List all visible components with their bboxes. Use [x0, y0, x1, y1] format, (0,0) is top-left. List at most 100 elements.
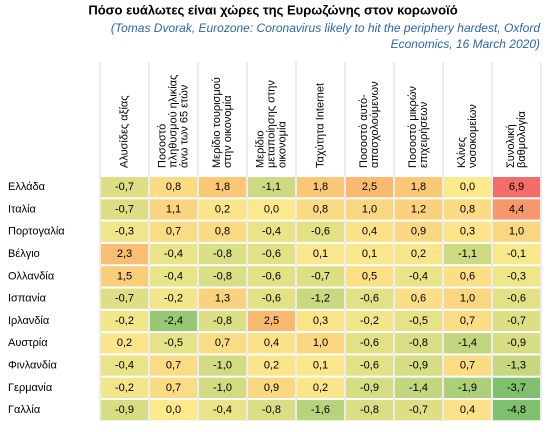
cell-label: 0,1	[313, 248, 328, 260]
cell-label: -0,7	[409, 404, 428, 416]
cell	[150, 310, 197, 332]
cell-label: -0,6	[360, 293, 379, 305]
cell-label: 0,7	[166, 226, 181, 238]
cell	[297, 333, 344, 354]
cell	[150, 288, 197, 309]
cell	[150, 355, 197, 376]
cell	[248, 199, 295, 220]
cell-label: 0,1	[313, 359, 328, 371]
cell	[199, 221, 246, 242]
subtitle: Economics, 16 March 2020)	[391, 37, 540, 51]
cell	[395, 355, 442, 376]
cell	[395, 177, 442, 198]
cell-label: -3,7	[507, 382, 526, 394]
column-header: Μερίδιο τουρισμού	[211, 77, 223, 168]
cell-label: -0,6	[262, 270, 281, 282]
cell-label: -0,7	[115, 203, 134, 215]
cell	[444, 199, 491, 220]
cell-label: -0,8	[409, 337, 428, 349]
cell	[444, 221, 491, 242]
cell-label: -0,7	[507, 315, 526, 327]
cell	[444, 266, 491, 287]
cell-label: -0,6	[360, 359, 379, 371]
row-label: Ελλάδα	[8, 181, 46, 193]
cell	[395, 266, 442, 287]
column-header: πληθυσμού ηλικίας	[167, 75, 179, 168]
cell	[346, 400, 393, 421]
cell	[297, 377, 344, 398]
column-header: στην οικονομία	[222, 95, 234, 168]
cell	[395, 221, 442, 242]
cell-label: 1,5	[117, 270, 132, 282]
cell	[101, 400, 148, 421]
cell-label: 0,1	[362, 248, 377, 260]
cell	[101, 310, 148, 332]
cell-label: 2,5	[264, 315, 279, 327]
cell-label: 0,2	[411, 248, 426, 260]
cell-label: -0,5	[164, 337, 183, 349]
cell-label: 1,8	[215, 181, 230, 193]
cell	[248, 310, 295, 332]
cell	[395, 310, 442, 332]
cell-label: -0,6	[507, 293, 526, 305]
cell-label: 1,2	[411, 203, 426, 215]
cell-label: -0,4	[262, 226, 281, 238]
cell-label: 0,3	[460, 226, 475, 238]
cell	[248, 377, 295, 398]
cell	[346, 221, 393, 242]
cell	[395, 288, 442, 309]
cell	[297, 288, 344, 309]
cell-label: -0,4	[164, 270, 183, 282]
column-header: νοσοκομείων	[467, 104, 479, 168]
cell	[395, 400, 442, 421]
cell-label: -0,4	[213, 404, 232, 416]
cell-label: 0,2	[313, 382, 328, 394]
cell-label: -1,1	[262, 181, 281, 193]
cell	[493, 333, 540, 354]
cell-label: 0,7	[166, 382, 181, 394]
cell-label: -0,9	[115, 404, 134, 416]
cell	[395, 377, 442, 398]
row-label: Αυστρία	[8, 337, 48, 349]
cell-label: -0,2	[115, 382, 134, 394]
row-label: Γερμανία	[8, 382, 53, 394]
cell-label: 0,5	[362, 270, 377, 282]
cell	[150, 199, 197, 220]
cell	[199, 177, 246, 198]
cell-label: -0,8	[213, 270, 232, 282]
cell	[101, 177, 148, 198]
cell	[150, 333, 197, 354]
cell-label: -0,6	[262, 248, 281, 260]
cell	[297, 310, 344, 332]
cell	[248, 288, 295, 309]
cell	[150, 177, 197, 198]
cell	[150, 266, 197, 287]
cell-label: 2,5	[362, 181, 377, 193]
cell	[444, 355, 491, 376]
cell	[493, 400, 540, 421]
cell-label: -0,3	[115, 226, 134, 238]
cell-label: -0,4	[115, 359, 134, 371]
cell	[444, 288, 491, 309]
cell-label: 0,4	[460, 404, 475, 416]
cell	[395, 333, 442, 354]
cell-label: -0,6	[262, 293, 281, 305]
cell	[395, 199, 442, 220]
cell-label: -0,9	[360, 382, 379, 394]
cell	[346, 243, 393, 265]
cell-label: -0,3	[507, 270, 526, 282]
column-header: επιχειρήσεων	[418, 101, 430, 168]
cell-label: -0,4	[409, 270, 428, 282]
column-header: μεταποίησης στην	[265, 80, 277, 168]
cell-label: 6,9	[509, 181, 524, 193]
cell-label: -0,1	[507, 248, 526, 260]
cell-label: 0,6	[460, 270, 475, 282]
cell-label: -1,0	[213, 382, 232, 394]
cell-label: 0,4	[264, 337, 279, 349]
cell-label: -0,4	[164, 248, 183, 260]
cell	[150, 377, 197, 398]
column-header: βαθμολογία	[516, 111, 528, 168]
cell	[346, 377, 393, 398]
cell-label: 4,4	[509, 203, 524, 215]
